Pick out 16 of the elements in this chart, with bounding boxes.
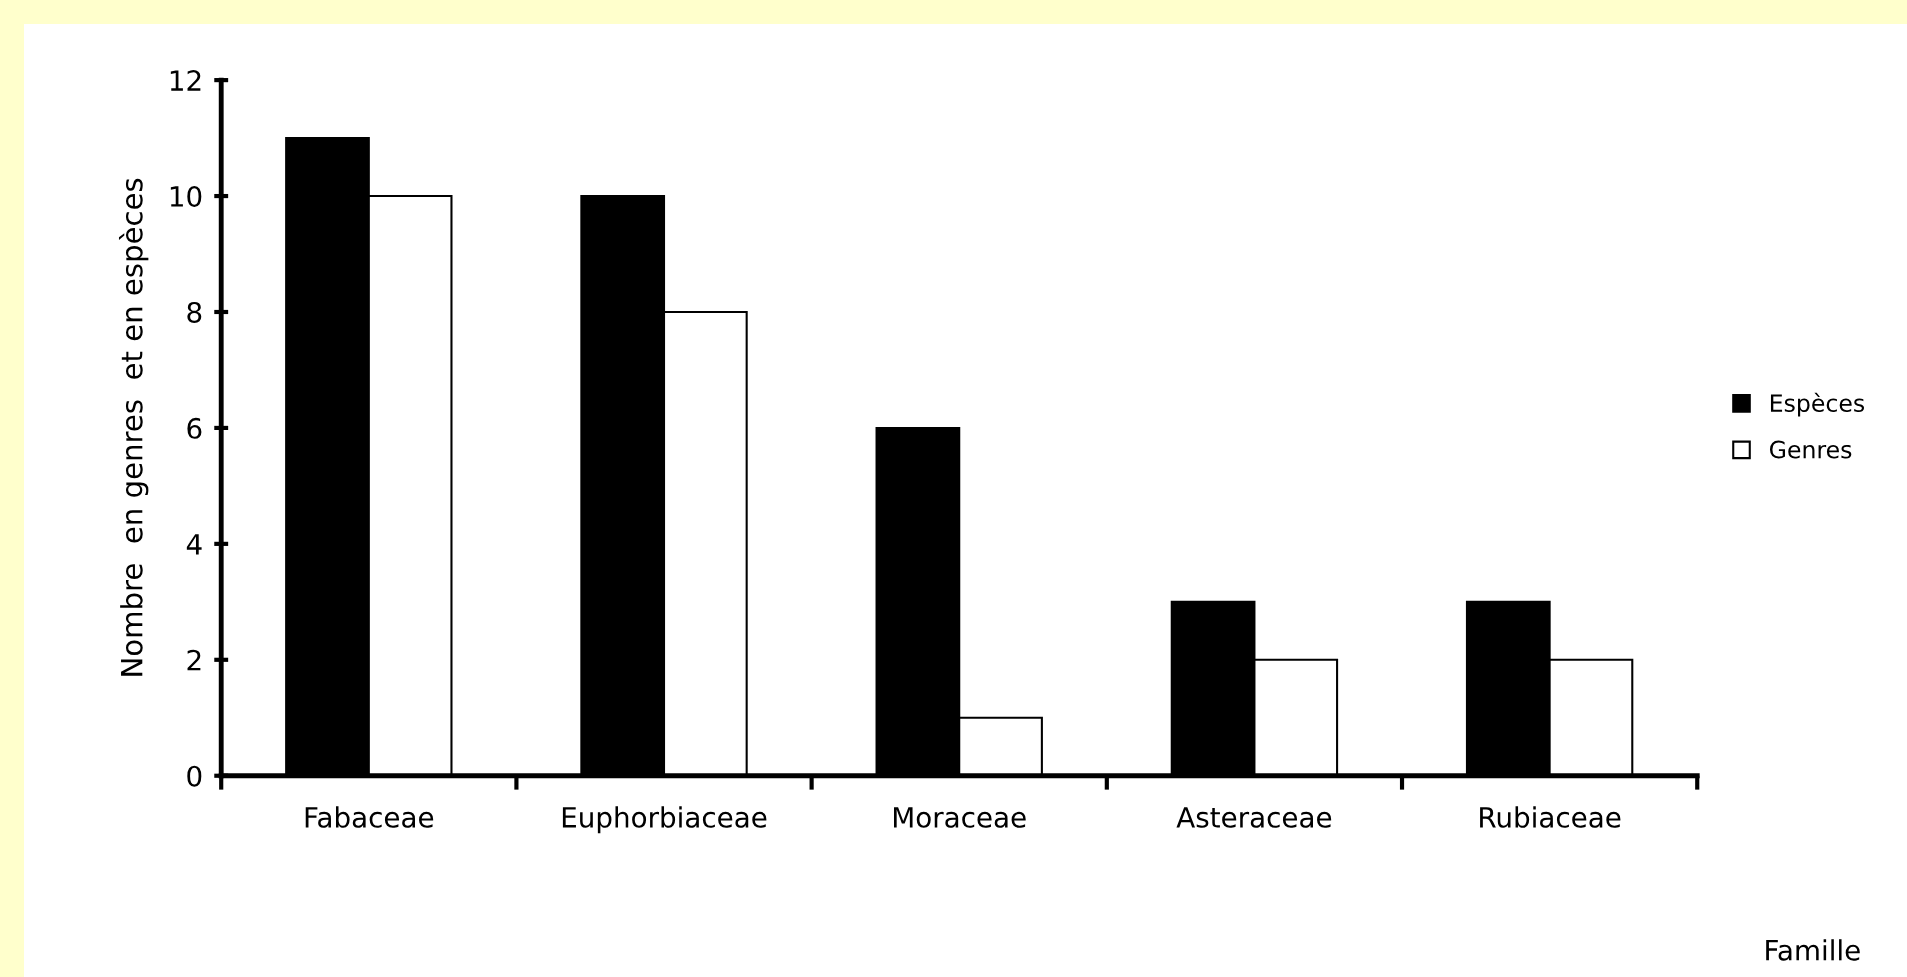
y-tick-label: 0	[187, 765, 202, 787]
y-tick-label: 8	[187, 301, 202, 323]
x-tick-label: Fabaceae	[305, 806, 434, 828]
y-tick-label: 6	[187, 417, 202, 439]
x-tick-label: Asteraceae	[1176, 807, 1332, 828]
y-tick-label: 2	[187, 649, 201, 671]
legend-label: Espèces	[1770, 392, 1865, 417]
y-tick-label: 4	[186, 534, 202, 555]
legend-label: Genres	[1769, 440, 1852, 459]
x-tick-label: Euphorbiaceae	[562, 806, 767, 834]
y-tick-label: 12	[170, 70, 201, 91]
x-axis-title: Famille	[1766, 939, 1860, 961]
x-tick-label: Moraceae	[894, 807, 1026, 828]
y-axis-title: Nombre en genres et en espèces	[118, 178, 149, 676]
x-tick-label: Rubiaceae	[1480, 806, 1621, 828]
y-tick-label: 10	[170, 185, 202, 207]
